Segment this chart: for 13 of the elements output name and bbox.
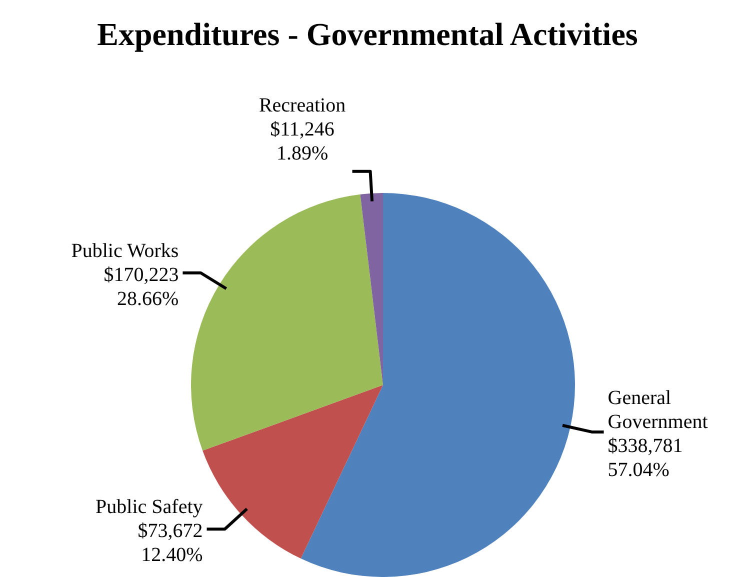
data-label: $11,246 1.89%	[270, 118, 334, 164]
data-label: $170,223 28.66%	[104, 264, 179, 310]
slice-label: Public Safety	[96, 496, 203, 518]
slice-label: Public Works	[71, 240, 179, 262]
pie-slice	[202, 385, 383, 559]
slice-label: Recreation	[258, 94, 346, 116]
pie-slice	[300, 193, 575, 577]
pie-slice	[191, 194, 383, 451]
chart-title: Expenditures - Governmental Activities	[96, 16, 639, 53]
slice-label: General Government	[608, 386, 708, 433]
data-label: $338,781 57.04%	[608, 434, 683, 481]
pie-slice	[360, 193, 383, 385]
data-label: $73,672 12.40%	[138, 520, 203, 566]
